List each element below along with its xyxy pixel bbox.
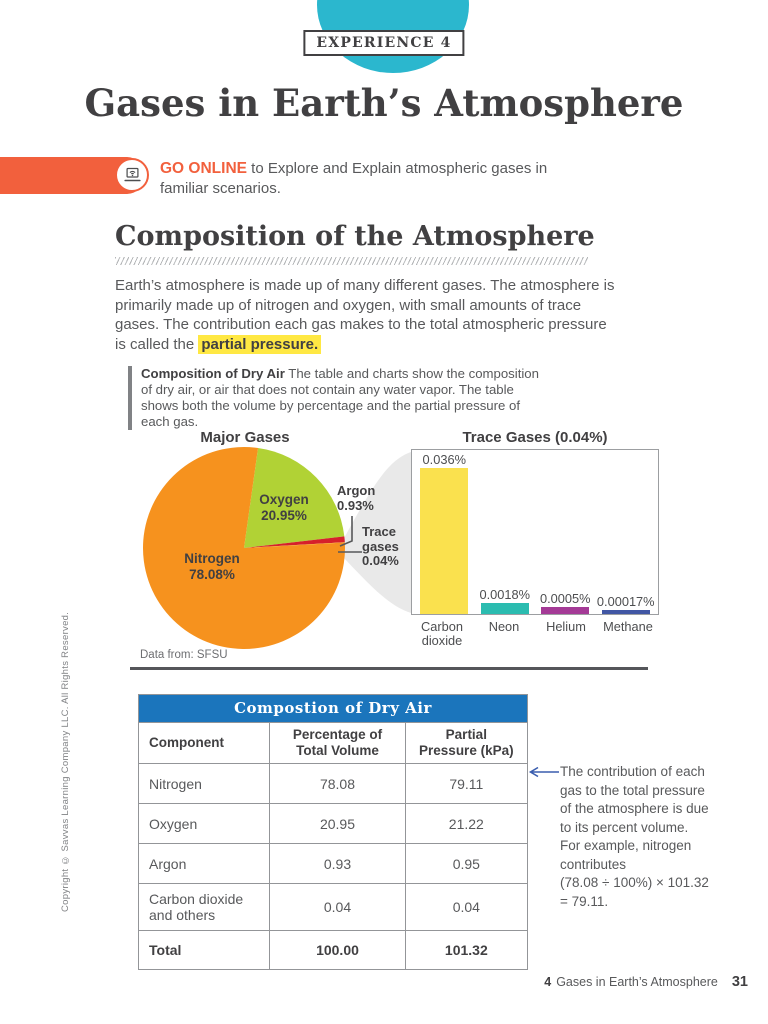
cell-component: Nitrogen — [139, 764, 271, 803]
laptop-wifi-icon — [123, 167, 142, 184]
bar-neon — [480, 603, 529, 614]
bar-category-label: Helium — [546, 619, 586, 634]
pie-label-oxygen: Oxygen 20.95% — [252, 492, 316, 524]
table-title: Compostion of Dry Air — [139, 695, 527, 722]
bar-category-label: Neon — [488, 619, 520, 634]
zoom-cone — [342, 452, 411, 613]
pie-label-nitrogen: Nitrogen 78.08% — [172, 551, 252, 583]
bar-category-label: Methane — [603, 619, 653, 634]
cell-component: Carbon dioxide and others — [139, 884, 271, 930]
data-source: Data from: SFSU — [140, 649, 228, 661]
copyright-text: Copyright © Savvas Learning Company LLC.… — [60, 611, 71, 912]
cell-percentage: 0.93 — [270, 844, 406, 883]
cell-component: Total — [139, 931, 271, 969]
cell-pressure: 101.32 — [444, 942, 488, 958]
page-footer: 4 Gases in Earth’s Atmosphere 31 — [544, 974, 748, 990]
cell-component: Oxygen — [139, 804, 271, 843]
bar-methane — [601, 610, 650, 614]
go-online-description: to Explore and Explain atmospheric gases… — [160, 160, 548, 197]
cell-pressure: 79.11 — [449, 775, 484, 792]
cell-percentage: 20.95 — [270, 804, 406, 843]
pie-label-trace-gases: Trace gases 0.04% — [362, 524, 412, 569]
nitrogen-percent: 78.08% — [189, 567, 235, 582]
pie-slice-argon — [244, 536, 345, 548]
bar-column: 0.036% — [414, 450, 475, 614]
trace-gases-label: Trace gases — [362, 524, 399, 554]
table-row: Carbon dioxide and others 0.04 0.04 — [139, 883, 527, 930]
figure-caption: Composition of Dry Air The table and cha… — [128, 366, 546, 430]
pie-chart-title: Major Gases — [200, 429, 290, 446]
bar-value-label: 0.036% — [422, 452, 466, 467]
bar-column: 0.00017% — [596, 450, 657, 614]
bar-helium — [541, 607, 590, 614]
bar-value-label: 0.00017% — [596, 594, 655, 609]
cell-component: Argon — [139, 844, 271, 883]
column-header-component: Component — [139, 723, 271, 763]
footer-page-number: 31 — [731, 974, 748, 990]
bar-value-label: 0.0018% — [479, 587, 531, 602]
bar-category-label: Carbon dioxide — [421, 619, 463, 648]
argon-percent: 0.93% — [337, 497, 374, 513]
bar-category-labels: Carbon dioxide Neon Helium Methane — [411, 620, 659, 648]
column-header-percentage: Percentage of Total Volume — [270, 723, 406, 763]
annotation-arrow-icon — [528, 766, 559, 778]
cell-percentage: 0.04 — [270, 884, 406, 930]
cell-percentage: 100.00 — [270, 931, 406, 969]
figure-divider-rule — [130, 667, 648, 670]
pie-label-argon: Argon 0.93% — [337, 483, 397, 513]
pie-slice-trace-gases — [244, 542, 345, 548]
go-online-text: GO ONLINE to Explore and Explain atmosph… — [160, 159, 560, 198]
highlighted-term: partial pressure. — [198, 334, 322, 354]
cell-pressure: 21.22 — [448, 815, 484, 832]
dry-air-table: Compostion of Dry Air Component Percenta… — [138, 694, 528, 970]
page-title: Gases in Earth’s Atmosphere — [84, 81, 684, 125]
trace-gases-percent: 0.04% — [362, 553, 399, 568]
nitrogen-label: Nitrogen — [184, 551, 240, 566]
bar-column: 0.0018% — [475, 450, 536, 614]
footer-chapter-number: 4 — [544, 975, 552, 989]
oxygen-label: Oxygen — [259, 492, 309, 507]
footer-chapter-title: Gases in Earth’s Atmosphere — [556, 975, 718, 989]
cell-pressure: 0.04 — [452, 899, 480, 915]
pie-slice-nitrogen — [142, 446, 345, 649]
figure-canvas — [142, 446, 411, 649]
bar-chart-title: Trace Gases (0.04%) — [462, 429, 608, 446]
table-total-row: Total 100.00 101.32 — [139, 930, 527, 969]
body-paragraph: Earth’s atmosphere is made up of many di… — [115, 276, 615, 354]
paragraph-text: Earth’s atmosphere is made up of many di… — [115, 277, 615, 353]
trace-gases-chart: 0.036% 0.0018% 0.0005% 0.00017% — [411, 449, 659, 615]
cell-pressure: 0.95 — [452, 855, 480, 872]
pie-slices — [142, 446, 345, 649]
caption-text: The table and charts show the compositio… — [141, 366, 539, 429]
pie-chart — [142, 446, 345, 649]
bar-value-label: 0.0005% — [539, 591, 591, 606]
argon-label: Argon — [337, 483, 376, 498]
section-heading: Composition of the Atmosphere — [115, 221, 595, 252]
pie-slice-oxygen — [244, 447, 345, 548]
hatched-divider — [115, 257, 588, 265]
bar-column: 0.0005% — [535, 450, 596, 614]
go-online-label: GO ONLINE — [160, 160, 247, 177]
table-row: Argon 0.93 0.95 — [139, 843, 527, 883]
caption-bar — [128, 366, 132, 430]
column-header-pressure: Partial Pressure (kPa) — [419, 727, 514, 758]
argon-leader-line — [339, 516, 353, 547]
table-row: Oxygen 20.95 21.22 — [139, 803, 527, 843]
margin-note: The contribution of each gas to the tota… — [560, 764, 709, 909]
caption-lead: Composition of Dry Air — [141, 366, 285, 381]
oxygen-percent: 20.95% — [261, 508, 307, 523]
bar-carbon-dioxide — [420, 468, 469, 614]
experience-badge: EXPERIENCE 4 — [303, 30, 465, 56]
table-header-row: Component Percentage of Total Volume Par… — [139, 722, 527, 763]
cell-percentage: 78.08 — [270, 764, 406, 803]
table-row: Nitrogen 78.08 79.11 — [139, 763, 527, 803]
go-online-icon-circle — [115, 158, 149, 192]
